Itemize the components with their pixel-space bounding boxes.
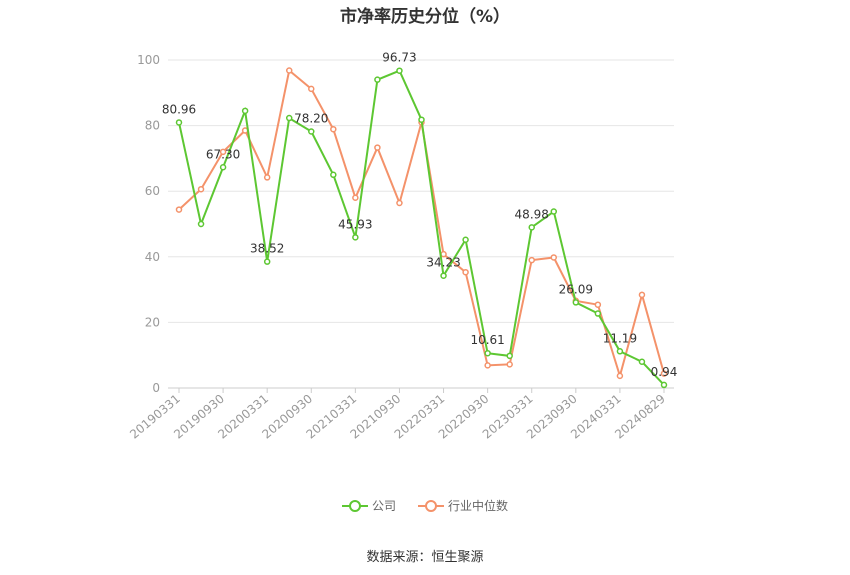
- data-label: 34.23: [426, 256, 460, 270]
- data-point: [285, 114, 293, 122]
- data-point: [263, 174, 271, 181]
- data-label: 26.09: [559, 282, 593, 296]
- y-tick-label: 80: [145, 119, 160, 133]
- data-point: [484, 349, 491, 357]
- data-point: [285, 67, 293, 74]
- y-tick-label: 100: [137, 53, 160, 67]
- data-label: 10.61: [470, 333, 504, 347]
- legend-item[interactable]: 行业中位数: [418, 497, 508, 514]
- data-source: 数据来源：恒生聚源: [366, 550, 484, 565]
- data-point: [197, 220, 205, 228]
- data-point: [506, 361, 513, 368]
- legend-label: 公司: [371, 499, 396, 513]
- data-label: 78.20: [294, 112, 328, 126]
- data-label: 38.52: [250, 242, 284, 256]
- series-line: [178, 68, 665, 380]
- data-point: [374, 144, 381, 151]
- data-point: [484, 362, 491, 369]
- data-point: [506, 352, 513, 360]
- data-point: [594, 310, 602, 317]
- data-point: [219, 164, 227, 171]
- data-point: [638, 291, 646, 299]
- data-point: [572, 299, 580, 306]
- legend-item[interactable]: 公司: [341, 497, 396, 514]
- data-point: [528, 224, 535, 231]
- data-point: [660, 370, 668, 377]
- line-chart: 0204060801002019033120190930202003312020…: [127, 51, 678, 442]
- legend-label: 行业中位数: [448, 499, 509, 513]
- data-label: 80.96: [162, 102, 196, 116]
- chart-title: 市净率历史分位（%）: [339, 7, 511, 27]
- data-point: [616, 372, 624, 380]
- data-point: [175, 119, 183, 126]
- y-tick-label: 0: [152, 381, 160, 395]
- data-label: 11.19: [603, 331, 637, 345]
- data-point: [219, 148, 227, 156]
- data-point: [594, 301, 602, 308]
- y-tick-label: 40: [145, 250, 160, 264]
- data-label: 0.94: [651, 365, 678, 379]
- data-point: [330, 125, 337, 133]
- legend-swatch: [341, 499, 368, 512]
- data-point: [660, 381, 668, 389]
- data-point: [616, 348, 624, 355]
- y-tick-label: 60: [145, 184, 160, 198]
- data-point: [462, 268, 469, 276]
- data-label: 67.30: [206, 147, 240, 161]
- data-point: [440, 272, 447, 279]
- data-point: [175, 206, 183, 213]
- data-point: [352, 194, 359, 202]
- y-tick-label: 20: [145, 315, 160, 329]
- data-point: [462, 236, 469, 243]
- data-label: 48.98: [515, 207, 549, 221]
- data-point: [528, 256, 535, 264]
- data-point: [197, 185, 205, 193]
- data-point: [308, 85, 315, 93]
- data-point: [638, 358, 646, 366]
- data-point: [418, 116, 425, 123]
- legend: 公司 行业中位数: [0, 497, 850, 514]
- data-point: [263, 258, 271, 265]
- data-label: 45.93: [338, 217, 372, 231]
- data-label: 96.73: [382, 51, 416, 65]
- data-point: [550, 208, 558, 215]
- data-point: [374, 76, 381, 83]
- legend-swatch: [418, 499, 444, 512]
- data-point: [396, 199, 403, 207]
- data-point: [550, 254, 558, 261]
- data-point: [241, 107, 249, 115]
- data-point: [330, 171, 337, 179]
- data-point: [352, 234, 359, 241]
- data-point: [308, 128, 315, 135]
- data-point: [396, 67, 403, 74]
